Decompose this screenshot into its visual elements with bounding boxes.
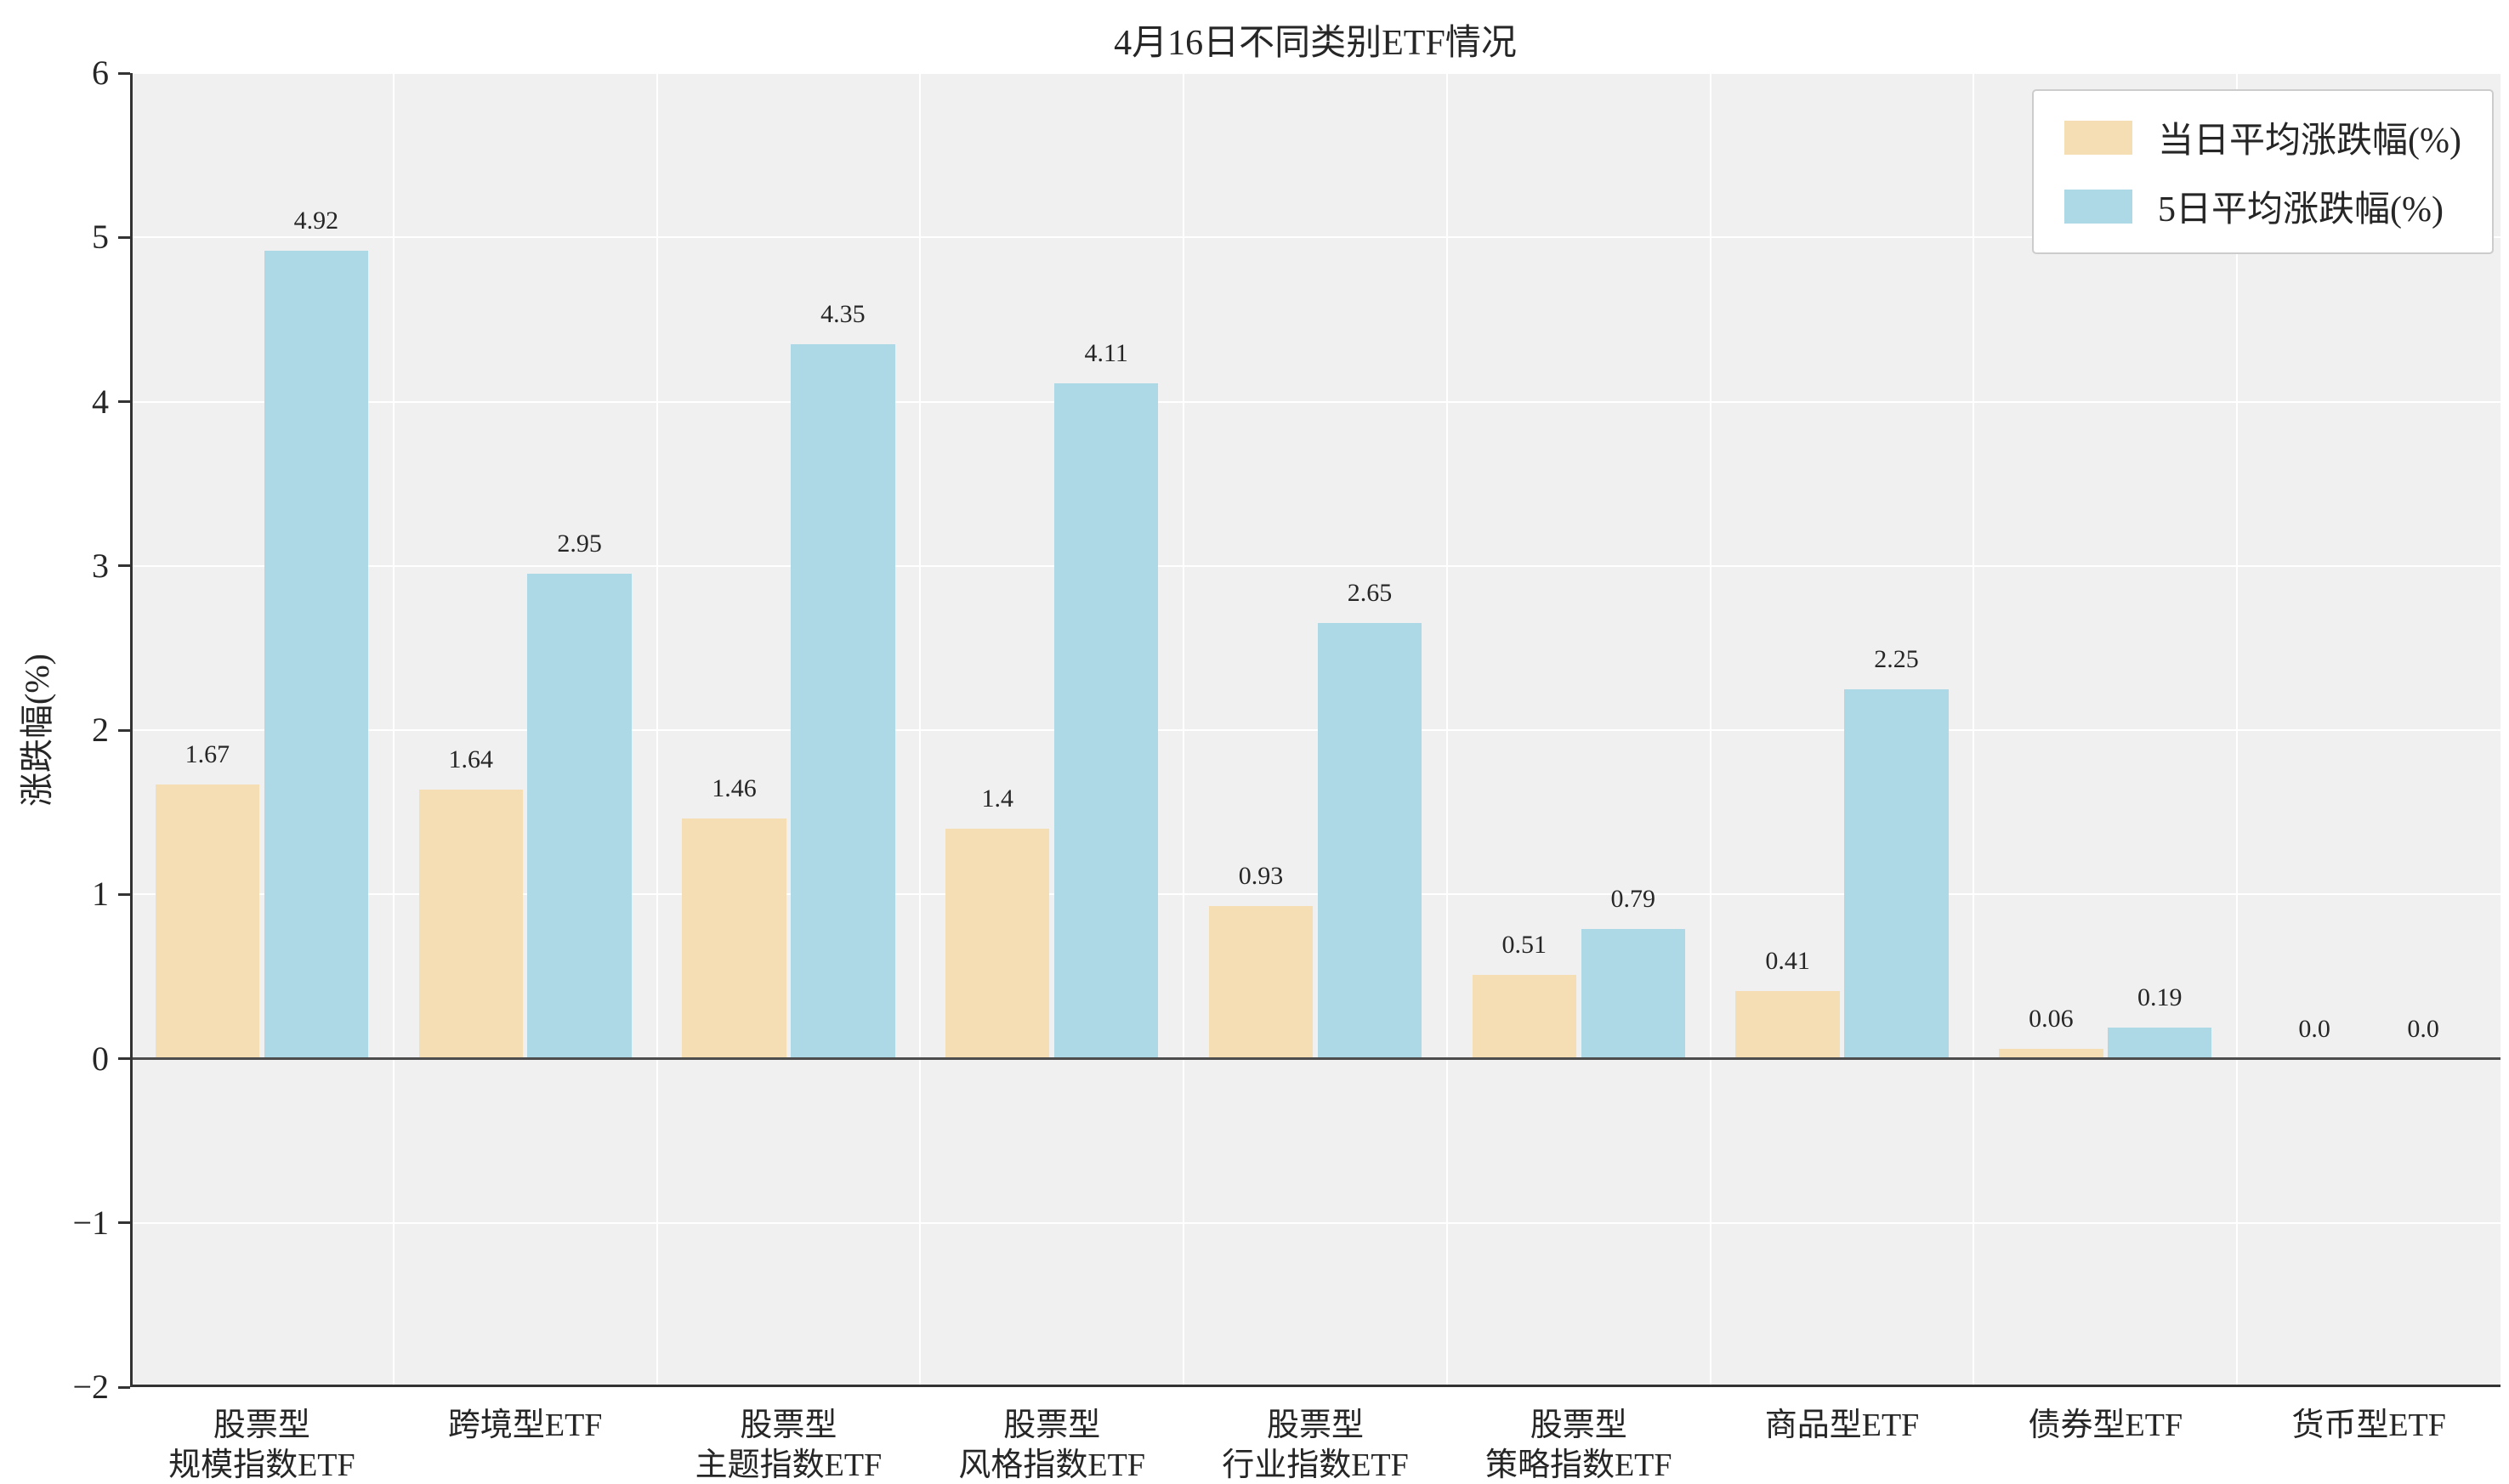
v-gridline [1183, 73, 1185, 1387]
v-gridline [392, 73, 395, 1387]
y-tick-mark [118, 728, 130, 732]
bar-value-label: 0.19 [2137, 983, 2183, 1011]
bar-value-label: 4.35 [820, 299, 866, 328]
v-gridline [1709, 73, 1711, 1387]
y-tick-mark [118, 1385, 130, 1389]
bar-daily-change [682, 818, 786, 1059]
bar-5day-change [1054, 383, 1159, 1059]
bar-value-label: 1.67 [184, 739, 230, 768]
legend-entry: 5日平均涨跌幅(%) [2064, 180, 2461, 232]
bar-value-label: 4.11 [1084, 339, 1128, 368]
bar-value-label: 1.64 [448, 745, 493, 773]
left-spine [130, 73, 133, 1387]
bar-value-label: 2.25 [1874, 644, 1919, 673]
x-tick-label: 股票型 规模指数ETF [168, 1408, 355, 1483]
h-gridline [130, 564, 2500, 567]
v-gridline [1973, 73, 1975, 1387]
h-gridline [130, 236, 2500, 239]
bar-5day-change [527, 574, 632, 1059]
y-tick-mark [118, 71, 130, 75]
zero-axis-line [130, 1057, 2500, 1060]
y-tick-label: −1 [72, 1203, 109, 1242]
bar-value-label: 1.46 [712, 774, 757, 803]
bar-5day-change [1844, 688, 1949, 1059]
x-tick-label: 跨境型ETF [447, 1408, 603, 1443]
y-tick-label: 1 [92, 875, 109, 914]
y-tick-mark [118, 1221, 130, 1225]
bar-value-label: 0.93 [1238, 861, 1284, 890]
h-gridline [130, 729, 2500, 731]
h-gridline [130, 1221, 2500, 1224]
bar-daily-change [945, 828, 1050, 1059]
h-gridline [130, 893, 2500, 896]
v-gridline [1445, 73, 1448, 1387]
y-tick-label: 5 [92, 218, 109, 257]
bar-value-label: 0.0 [2407, 1014, 2439, 1043]
legend-swatch [2064, 120, 2133, 155]
x-tick-label: 股票型 风格指数ETF [958, 1408, 1145, 1483]
bar-daily-change [155, 784, 260, 1059]
bar-value-label: 0.0 [2298, 1014, 2330, 1043]
v-gridline [2236, 73, 2239, 1387]
bar-daily-change [1735, 991, 1840, 1059]
bar-value-label: 0.51 [1501, 930, 1547, 959]
bar-daily-change [1472, 974, 1576, 1059]
bar-5day-change [264, 250, 369, 1059]
bottom-spine [130, 1385, 2500, 1387]
legend-swatch [2064, 189, 2133, 224]
x-tick-label: 货币型ETF [2291, 1408, 2446, 1443]
legend-entry: 当日平均涨跌幅(%) [2064, 111, 2461, 163]
legend: 当日平均涨跌幅(%) 5日平均涨跌幅(%) [2032, 89, 2494, 254]
bar-5day-change [1317, 623, 1422, 1059]
y-tick-label: 2 [92, 711, 109, 749]
bar-value-label: 4.92 [293, 206, 339, 235]
bar-value-label: 2.65 [1347, 579, 1393, 608]
x-tick-label: 商品型ETF [1764, 1408, 1920, 1443]
x-tick-label: 债券型ETF [2028, 1408, 2183, 1443]
v-gridline [656, 73, 658, 1387]
legend-entry-label: 5日平均涨跌幅(%) [2158, 190, 2444, 229]
plot-area: 1.67 1.64 1.46 1.4 0.93 0.51 0.41 0.06 0.0 4.92 2.… [118, 71, 2500, 1389]
bar-daily-change [418, 789, 523, 1059]
bar-value-label: 0.41 [1765, 947, 1810, 976]
legend-entry-label: 当日平均涨跌幅(%) [2158, 122, 2461, 161]
x-tick-label: 股票型 行业指数ETF [1222, 1408, 1409, 1483]
y-tick-mark [118, 400, 130, 403]
bar-value-label: 0.79 [1610, 884, 1655, 913]
y-tick-label: 6 [92, 54, 109, 92]
y-tick-label: −2 [72, 1368, 109, 1406]
y-tick-mark [118, 892, 130, 896]
h-gridline [130, 72, 2500, 74]
bar-5day-change [791, 343, 895, 1059]
y-tick-mark [118, 1057, 130, 1060]
y-tick-mark [118, 564, 130, 568]
h-gridline [130, 400, 2500, 403]
v-gridline [919, 73, 922, 1387]
bar-5day-change [2108, 1027, 2212, 1059]
x-tick-label: 股票型 策略指数ETF [1484, 1408, 1672, 1483]
bar-daily-change [1999, 1048, 2103, 1059]
bar-daily-change [1208, 905, 1314, 1059]
chart-title: 4月16日不同类别ETF情况 [1114, 24, 1517, 63]
h-gridline [130, 1386, 2500, 1388]
bar-5day-change [1581, 928, 1685, 1059]
y-tick-label: 0 [92, 1039, 109, 1078]
y-tick-mark [118, 235, 130, 239]
bar-value-label: 0.06 [2029, 1004, 2074, 1033]
y-tick-label: 3 [92, 546, 109, 585]
y-tick-label: 4 [92, 382, 109, 421]
bar-value-label: 2.95 [557, 530, 602, 558]
x-tick-label: 股票型 主题指数ETF [695, 1408, 883, 1483]
bar-value-label: 1.4 [981, 784, 1014, 813]
